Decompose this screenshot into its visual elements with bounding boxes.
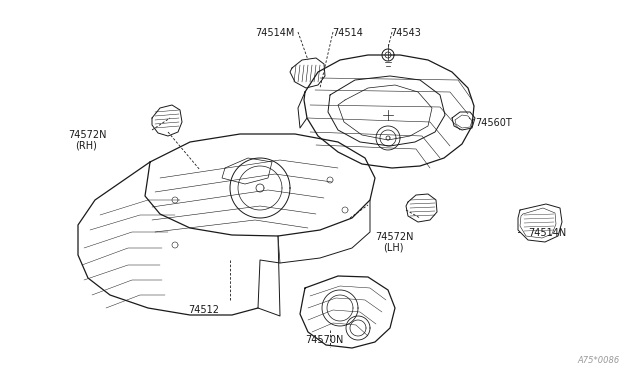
Text: A75*0086: A75*0086 bbox=[578, 356, 620, 365]
Text: 74572N: 74572N bbox=[68, 130, 106, 140]
Text: 74514: 74514 bbox=[332, 28, 363, 38]
Text: (RH): (RH) bbox=[75, 140, 97, 150]
Text: 74572N: 74572N bbox=[375, 232, 413, 242]
Text: 74543: 74543 bbox=[390, 28, 421, 38]
Text: 74514N: 74514N bbox=[528, 228, 566, 238]
Text: (LH): (LH) bbox=[383, 242, 403, 252]
Text: 74512: 74512 bbox=[188, 305, 219, 315]
Text: 74560T: 74560T bbox=[475, 118, 512, 128]
Text: 74570N: 74570N bbox=[305, 335, 344, 345]
Text: 74514M: 74514M bbox=[255, 28, 295, 38]
